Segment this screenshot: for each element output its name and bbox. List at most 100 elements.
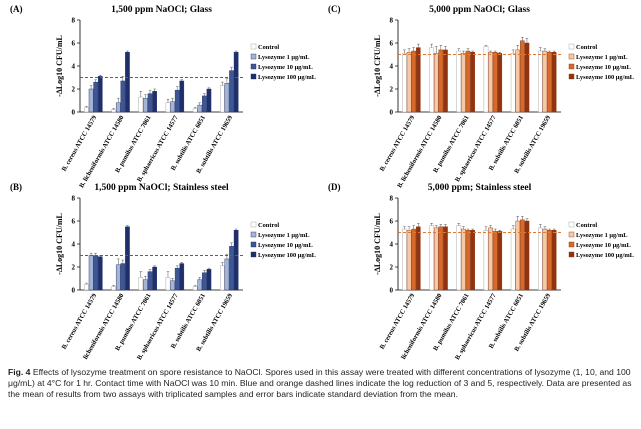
bar — [220, 85, 225, 113]
bar — [406, 52, 412, 113]
legend-label: Control — [576, 222, 597, 229]
bar — [438, 49, 444, 113]
bar — [542, 228, 548, 291]
bar — [433, 53, 439, 113]
panel-label: (B) — [10, 182, 22, 192]
bar — [170, 280, 175, 291]
bar — [97, 256, 103, 291]
bar — [202, 272, 207, 291]
bar — [138, 96, 144, 113]
bar — [465, 50, 471, 113]
chart-title: 5,000 ppm; Stainless steel — [428, 183, 532, 193]
bar — [197, 104, 203, 113]
bar — [97, 76, 103, 113]
legend-label: Lysozyme 10 μg/mL — [258, 242, 313, 249]
y-axis-label: -ΔLog10 CFU/mL — [55, 213, 64, 275]
y-tick-label: 8 — [390, 195, 394, 203]
bar — [547, 229, 552, 291]
bar — [233, 52, 239, 113]
bar — [510, 53, 516, 113]
y-tick-label: 0 — [390, 287, 394, 295]
bar — [429, 225, 434, 291]
legend-label: Lysozyme 1 μg/mL — [576, 54, 628, 61]
bar — [433, 227, 439, 291]
bar — [192, 286, 198, 291]
legend-label: Control — [576, 44, 597, 51]
chart-panel-b: (B) 1,500 ppm NaOCl; Stainless steel -ΔLog… — [10, 182, 316, 360]
bar — [147, 271, 153, 291]
legend-label: Control — [258, 44, 279, 51]
bar — [443, 226, 448, 291]
y-tick-label: 8 — [72, 195, 76, 203]
bar — [456, 50, 462, 113]
bar — [438, 226, 444, 291]
legend-label: Lysozyme 10 μg/mL — [258, 64, 313, 71]
legend-label: Lysozyme 1 μg/mL — [576, 232, 628, 239]
bar — [143, 97, 148, 113]
bar — [111, 109, 116, 113]
legend-swatch — [568, 43, 575, 50]
bar — [120, 80, 126, 113]
bar — [125, 52, 130, 113]
y-tick-label: 8 — [390, 17, 394, 25]
bar — [488, 227, 493, 291]
panel-label: (D) — [328, 182, 341, 192]
bar — [497, 231, 503, 291]
bar — [93, 81, 98, 113]
y-tick-label: 6 — [390, 40, 394, 48]
bar — [520, 219, 525, 291]
chart-title: 5,000 ppm NaOCl; Glass — [429, 5, 530, 15]
bar — [461, 53, 466, 113]
legend-swatch — [250, 63, 257, 70]
bar — [515, 220, 521, 291]
legend-label: Control — [258, 222, 279, 229]
y-tick-label: 6 — [390, 218, 394, 226]
y-tick-label: 4 — [72, 241, 76, 249]
y-tick-label: 2 — [72, 86, 76, 94]
bar — [143, 279, 148, 291]
caption-text: Effects of lysozyme treatment on spore r… — [8, 367, 632, 400]
bar — [138, 277, 144, 291]
y-tick-label: 4 — [390, 241, 394, 249]
bar — [179, 263, 185, 291]
legend-label: Lysozyme 1 μg/mL — [258, 54, 310, 61]
bar — [510, 228, 516, 291]
y-tick-label: 2 — [390, 86, 394, 94]
legend-label: Lysozyme 1 μg/mL — [258, 232, 310, 239]
bar — [224, 258, 230, 291]
bar — [174, 89, 180, 113]
bar — [429, 47, 434, 113]
y-tick-label: 4 — [72, 63, 76, 71]
bar — [202, 95, 207, 113]
chart-panel-a: (A) 1,500 ppm NaOCl; Glass -ΔLog10 CFU/mL 0… — [10, 4, 316, 189]
panel-label: (C) — [328, 4, 341, 14]
figure-4: (A) 1,500 ppm NaOCl; Glass -ΔLog10 CFU/mL 0… — [10, 4, 634, 360]
bar — [170, 101, 175, 113]
bar — [120, 263, 126, 291]
bar — [411, 50, 416, 113]
y-tick-label: 6 — [72, 218, 76, 226]
y-tick-label: 0 — [390, 109, 394, 117]
chart-title: 1,500 ppm NaOCl; Glass — [111, 5, 212, 15]
bar — [192, 108, 198, 113]
bar — [542, 50, 548, 113]
bar — [206, 88, 212, 113]
bar — [538, 50, 543, 113]
bar — [179, 80, 185, 113]
bar — [488, 52, 493, 113]
y-tick-label: 2 — [390, 264, 394, 272]
legend-swatch — [568, 221, 575, 228]
bar — [402, 228, 407, 291]
legend-swatch — [568, 53, 575, 60]
bar — [551, 229, 557, 291]
y-tick-label: 8 — [72, 17, 76, 25]
bar — [456, 225, 462, 291]
bar — [229, 70, 234, 113]
bar — [229, 246, 234, 291]
legend-swatch — [250, 73, 257, 80]
bar — [470, 52, 475, 113]
legend-swatch — [250, 251, 257, 258]
bar — [84, 107, 89, 113]
y-tick-label: 2 — [72, 264, 76, 272]
y-tick-label: 0 — [72, 287, 76, 295]
